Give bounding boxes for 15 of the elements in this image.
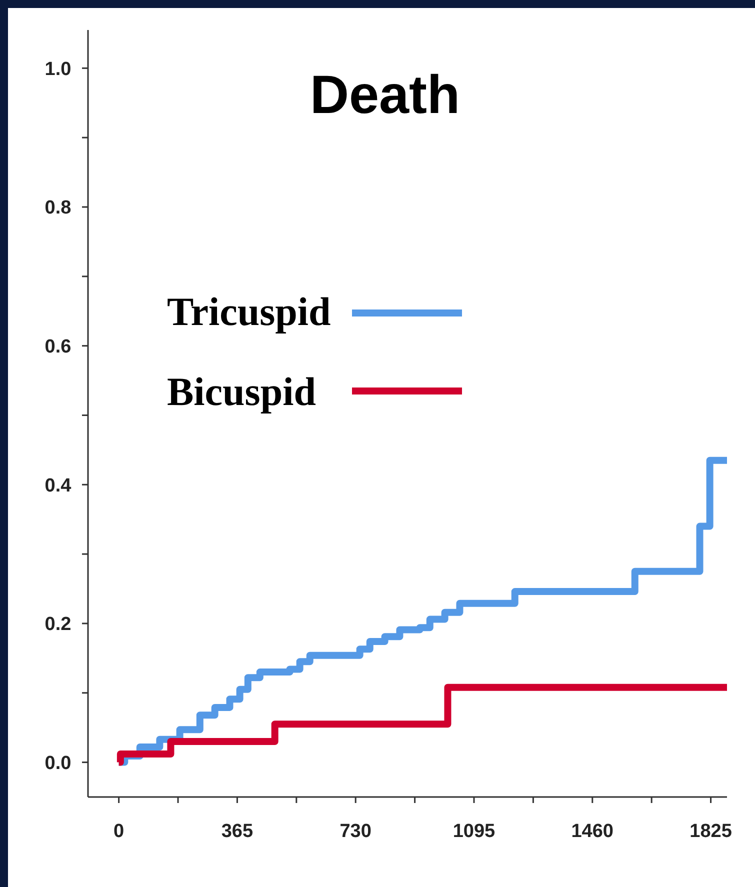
x-tick-label: 730 bbox=[340, 821, 372, 842]
x-tick-label: 1095 bbox=[452, 821, 496, 842]
y-tick-label: 0.8 bbox=[44, 198, 72, 219]
y-tick-label: 0.4 bbox=[44, 475, 72, 496]
x-tick-label: 1460 bbox=[571, 821, 614, 842]
text: Death bbox=[310, 65, 460, 125]
legend-label: Bicuspid bbox=[167, 369, 316, 414]
y-tick-label: 0.0 bbox=[44, 752, 72, 774]
x-tick-label: 0 bbox=[114, 821, 124, 842]
x-tick-label: 365 bbox=[221, 821, 254, 842]
x-tick-label: 1825 bbox=[690, 821, 732, 842]
legend-label: Tricuspid bbox=[167, 289, 331, 334]
y-tick-label: 0.2 bbox=[44, 614, 72, 636]
y-tick-label: 1.0 bbox=[44, 58, 72, 80]
y-tick-label: 0.6 bbox=[44, 336, 72, 358]
